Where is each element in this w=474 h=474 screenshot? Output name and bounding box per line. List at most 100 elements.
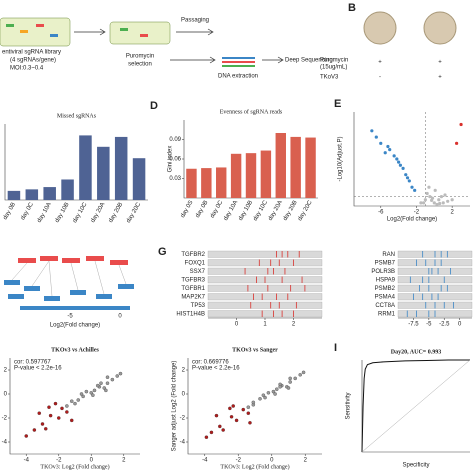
annotation: P-value < 2.2e-16 [192,366,240,372]
annotation: cor: 0.669776 [192,360,229,366]
point [423,198,427,202]
x-tick-label: day 10B [238,200,254,222]
roc-curve [361,359,470,453]
point [379,141,383,145]
colorbar-tick: 0 [118,314,122,320]
x-tick-label: 0 [90,458,94,464]
point [73,401,77,406]
strip-row [207,310,323,318]
point [398,163,402,167]
x-tick-label: day 20B [283,200,299,222]
x-tick-label: -5 [426,322,432,328]
strip-row [207,250,323,258]
gene-label: POLR3B [371,269,395,275]
y-axis-label: Sanger adjust Log2 (Fold change) [172,361,178,452]
x-tick-label: day 10A [37,202,53,224]
axes [353,112,470,207]
y-axis-label: Gini index [168,146,174,173]
point [401,166,405,170]
y-tick-label: 0.03 [169,176,181,182]
text: MOI:0.3~0.4 [10,66,44,72]
y-tick-label: -4 [2,440,8,446]
gene-label: HIST1H4B [176,311,205,317]
bar [305,137,316,198]
text: (15ug/mL) [320,65,347,71]
gene-label: PSMB7 [375,260,396,266]
gene-label: FOXQ1 [185,260,206,266]
point [388,148,392,152]
strip-row [397,276,473,284]
axes [9,358,140,455]
point [60,406,64,411]
x-tick-label: day 20A [90,202,106,224]
point [248,421,252,425]
axes [187,358,322,455]
text: TKoV3 [320,75,339,81]
text: Deep Sequencing [285,58,333,64]
point [273,392,277,396]
panel-f: Log2(Fold change) [4,256,134,329]
x-tick-label: 2 [450,210,454,216]
x-tick-label: day 0S [180,200,195,219]
x-tick-label: 0 [458,322,462,328]
point [275,387,279,391]
x-tick-label: day 20A [268,200,284,222]
point [422,201,426,205]
diagonal [361,359,471,453]
point [99,381,103,385]
gene-label: TGFBR1 [181,286,205,292]
point [425,191,429,196]
axes [183,120,318,199]
point [427,185,431,189]
point [455,141,459,145]
point [263,395,267,400]
library-plate [0,17,71,47]
point [234,418,239,423]
chart-title: Day20, AUC= 0.993 [391,349,441,355]
gene-label: TGFBR3 [181,277,205,283]
x-tick-label: 1 [263,322,267,328]
x-tick-label: 2 [292,322,296,328]
point [246,411,251,415]
x-tick-label: -7.5 [408,322,419,328]
point [96,383,100,388]
x-tick-label: -4 [24,458,30,464]
point [84,389,89,394]
panel-b: B Puromycin (15ug/mL) TKoV3 + + - + [320,2,457,81]
colorbar [20,306,130,310]
point [229,415,234,419]
text: Passaging [181,18,209,24]
point [446,199,450,203]
strip-row [207,284,323,292]
x-tick-label: day 20B [108,202,124,224]
bar [216,167,227,198]
text: Puromycin [320,58,348,64]
strip-row [397,284,473,292]
point [110,377,115,382]
x-tick-label: -4 [202,458,208,464]
x-axis-label: Log2(Fold change) [387,217,437,223]
gene-label: PSMA4 [375,294,396,300]
x-tick-label: day 20C [126,201,143,224]
point [105,381,110,385]
x-tick-label: 0 [235,322,239,328]
x-axis-label: TKOv3: Log2 (Fold change) [40,463,109,470]
bar [25,189,39,200]
point [271,389,276,394]
gene-label: PSMB2 [375,286,396,292]
point [47,405,51,409]
colorbar-tick: -5 [67,314,73,320]
bar [7,190,21,200]
bar [61,179,74,200]
strip-row [397,267,473,275]
x-tick-label: day 20C [297,199,314,222]
gene-label: RRM1 [378,311,396,317]
text: (4 sgRNAs/gene) [10,58,56,64]
x-tick-label: day 0C [20,201,35,221]
point [105,375,110,379]
text: + [378,60,382,66]
point [395,157,399,161]
panel-letter: E [334,98,341,110]
point [204,435,209,439]
